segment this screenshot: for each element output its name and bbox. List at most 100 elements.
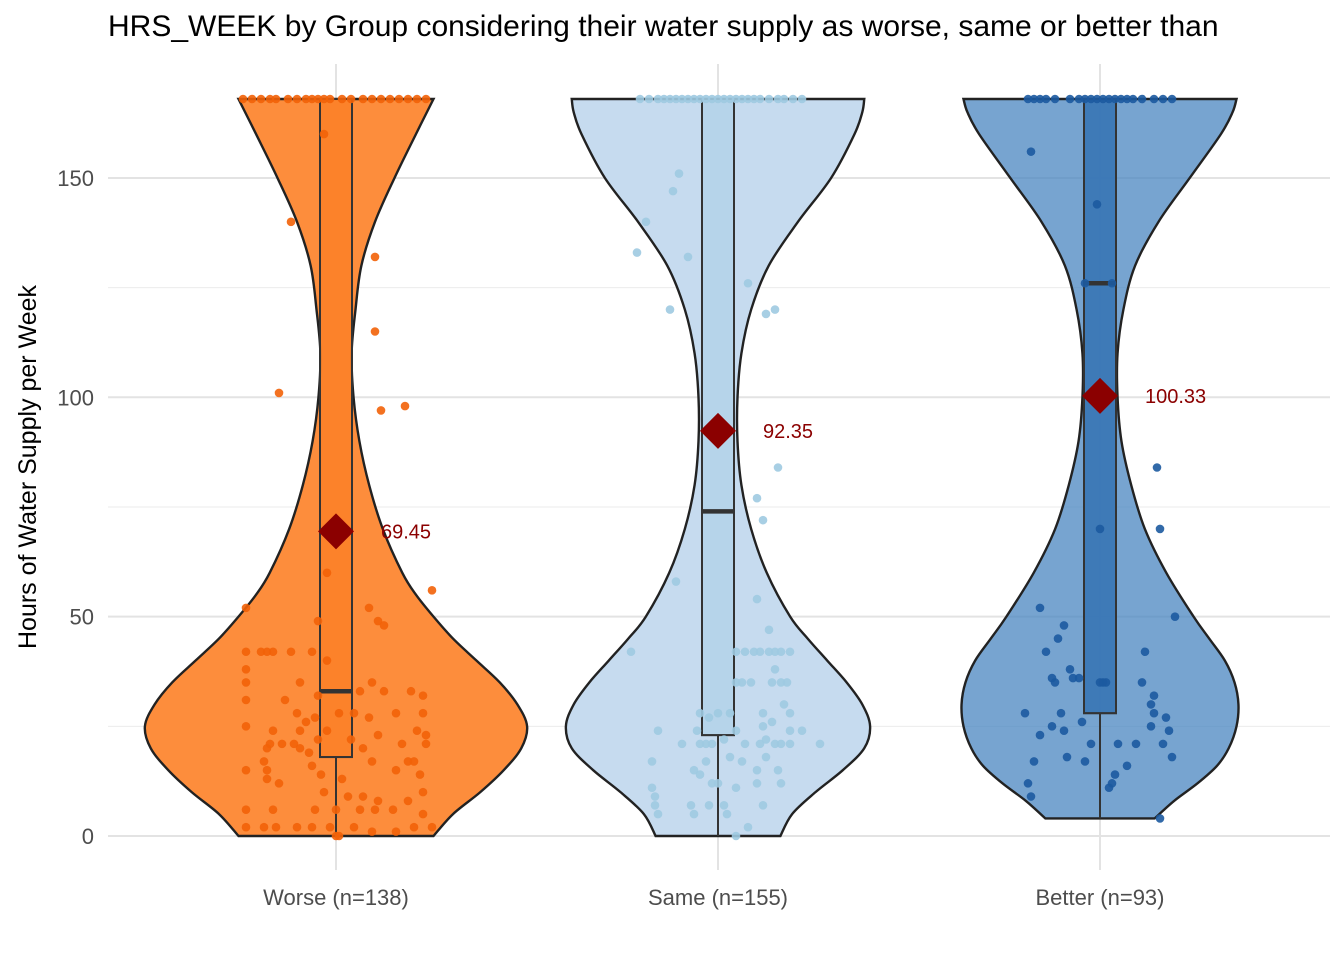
data-point bbox=[406, 686, 416, 696]
data-point bbox=[358, 743, 368, 753]
data-point bbox=[1104, 783, 1114, 793]
data-point bbox=[1152, 463, 1162, 472]
data-point bbox=[337, 94, 347, 104]
data-point bbox=[731, 678, 741, 687]
data-point bbox=[740, 647, 750, 657]
data-point bbox=[391, 765, 401, 775]
data-point bbox=[1065, 664, 1075, 674]
data-point bbox=[1095, 524, 1105, 534]
data-point bbox=[376, 94, 386, 104]
data-point bbox=[268, 647, 278, 657]
data-point bbox=[647, 757, 657, 766]
data-point bbox=[689, 765, 699, 775]
data-point bbox=[767, 717, 777, 727]
data-point bbox=[782, 678, 792, 687]
data-point bbox=[400, 401, 410, 411]
data-point bbox=[1137, 94, 1147, 104]
data-point bbox=[301, 717, 311, 727]
data-point bbox=[343, 792, 353, 801]
data-point bbox=[1026, 792, 1036, 801]
data-point bbox=[725, 708, 735, 718]
data-point bbox=[280, 695, 290, 705]
data-point bbox=[1110, 94, 1120, 104]
data-point bbox=[292, 822, 302, 832]
data-point bbox=[686, 800, 696, 810]
data-point bbox=[346, 94, 356, 104]
data-point bbox=[785, 647, 795, 657]
data-point bbox=[758, 722, 768, 731]
data-point bbox=[1155, 524, 1165, 534]
data-point bbox=[635, 94, 645, 104]
data-point bbox=[758, 800, 768, 810]
data-point bbox=[1062, 752, 1072, 762]
data-point bbox=[1035, 603, 1045, 613]
data-point bbox=[367, 827, 377, 836]
data-point bbox=[1035, 730, 1045, 740]
data-point bbox=[737, 678, 747, 687]
data-point bbox=[785, 739, 795, 749]
data-point bbox=[653, 809, 663, 819]
data-point bbox=[307, 647, 317, 657]
data-point bbox=[1149, 708, 1159, 718]
data-point bbox=[752, 765, 762, 775]
data-point bbox=[364, 713, 374, 722]
data-point bbox=[743, 94, 753, 104]
data-point bbox=[289, 739, 299, 749]
data-point bbox=[725, 94, 735, 104]
data-point bbox=[259, 822, 269, 832]
data-point bbox=[692, 726, 702, 736]
data-point bbox=[337, 774, 347, 784]
data-point bbox=[1020, 708, 1030, 718]
data-point bbox=[373, 730, 383, 740]
data-point bbox=[1059, 621, 1069, 630]
data-point bbox=[247, 94, 257, 104]
data-point bbox=[701, 739, 711, 749]
data-point bbox=[1155, 814, 1165, 823]
data-point bbox=[421, 730, 431, 740]
data-point bbox=[785, 726, 795, 736]
data-point bbox=[238, 94, 248, 104]
data-point bbox=[367, 94, 377, 104]
data-point bbox=[761, 752, 771, 762]
data-point bbox=[256, 647, 266, 657]
data-point bbox=[770, 305, 780, 314]
data-point bbox=[265, 739, 275, 749]
data-point bbox=[713, 708, 723, 718]
data-point bbox=[731, 831, 741, 841]
data-point bbox=[773, 94, 783, 104]
mean-markers: 69.45 92.35 100.33 bbox=[318, 377, 1206, 550]
data-point bbox=[1041, 647, 1051, 657]
data-point bbox=[292, 708, 302, 718]
data-point bbox=[1113, 739, 1123, 749]
data-point bbox=[1110, 770, 1120, 779]
data-point bbox=[776, 647, 786, 657]
data-point bbox=[683, 252, 693, 262]
data-point bbox=[1158, 94, 1168, 104]
data-point bbox=[695, 94, 705, 104]
data-point bbox=[262, 647, 272, 657]
data-point bbox=[755, 647, 765, 657]
data-point bbox=[677, 739, 687, 749]
data-point bbox=[701, 757, 711, 766]
data-point bbox=[752, 594, 762, 604]
data-point bbox=[295, 678, 305, 687]
data-point bbox=[379, 686, 389, 696]
data-point bbox=[773, 765, 783, 775]
y-tick-label: 150 bbox=[57, 166, 94, 191]
data-point bbox=[370, 805, 380, 814]
data-point bbox=[364, 603, 374, 613]
data-point bbox=[274, 388, 284, 398]
data-point bbox=[1122, 94, 1132, 104]
data-point bbox=[1059, 726, 1069, 736]
data-point bbox=[319, 787, 329, 797]
data-point bbox=[418, 787, 428, 797]
data-point bbox=[650, 792, 660, 801]
data-point bbox=[1122, 761, 1132, 771]
data-point bbox=[427, 586, 437, 595]
data-point bbox=[725, 752, 735, 762]
data-point bbox=[325, 822, 335, 832]
data-point bbox=[1098, 94, 1108, 104]
data-point bbox=[241, 695, 251, 705]
x-tick-label: Same (n=155) bbox=[648, 885, 788, 910]
data-point bbox=[746, 678, 756, 687]
